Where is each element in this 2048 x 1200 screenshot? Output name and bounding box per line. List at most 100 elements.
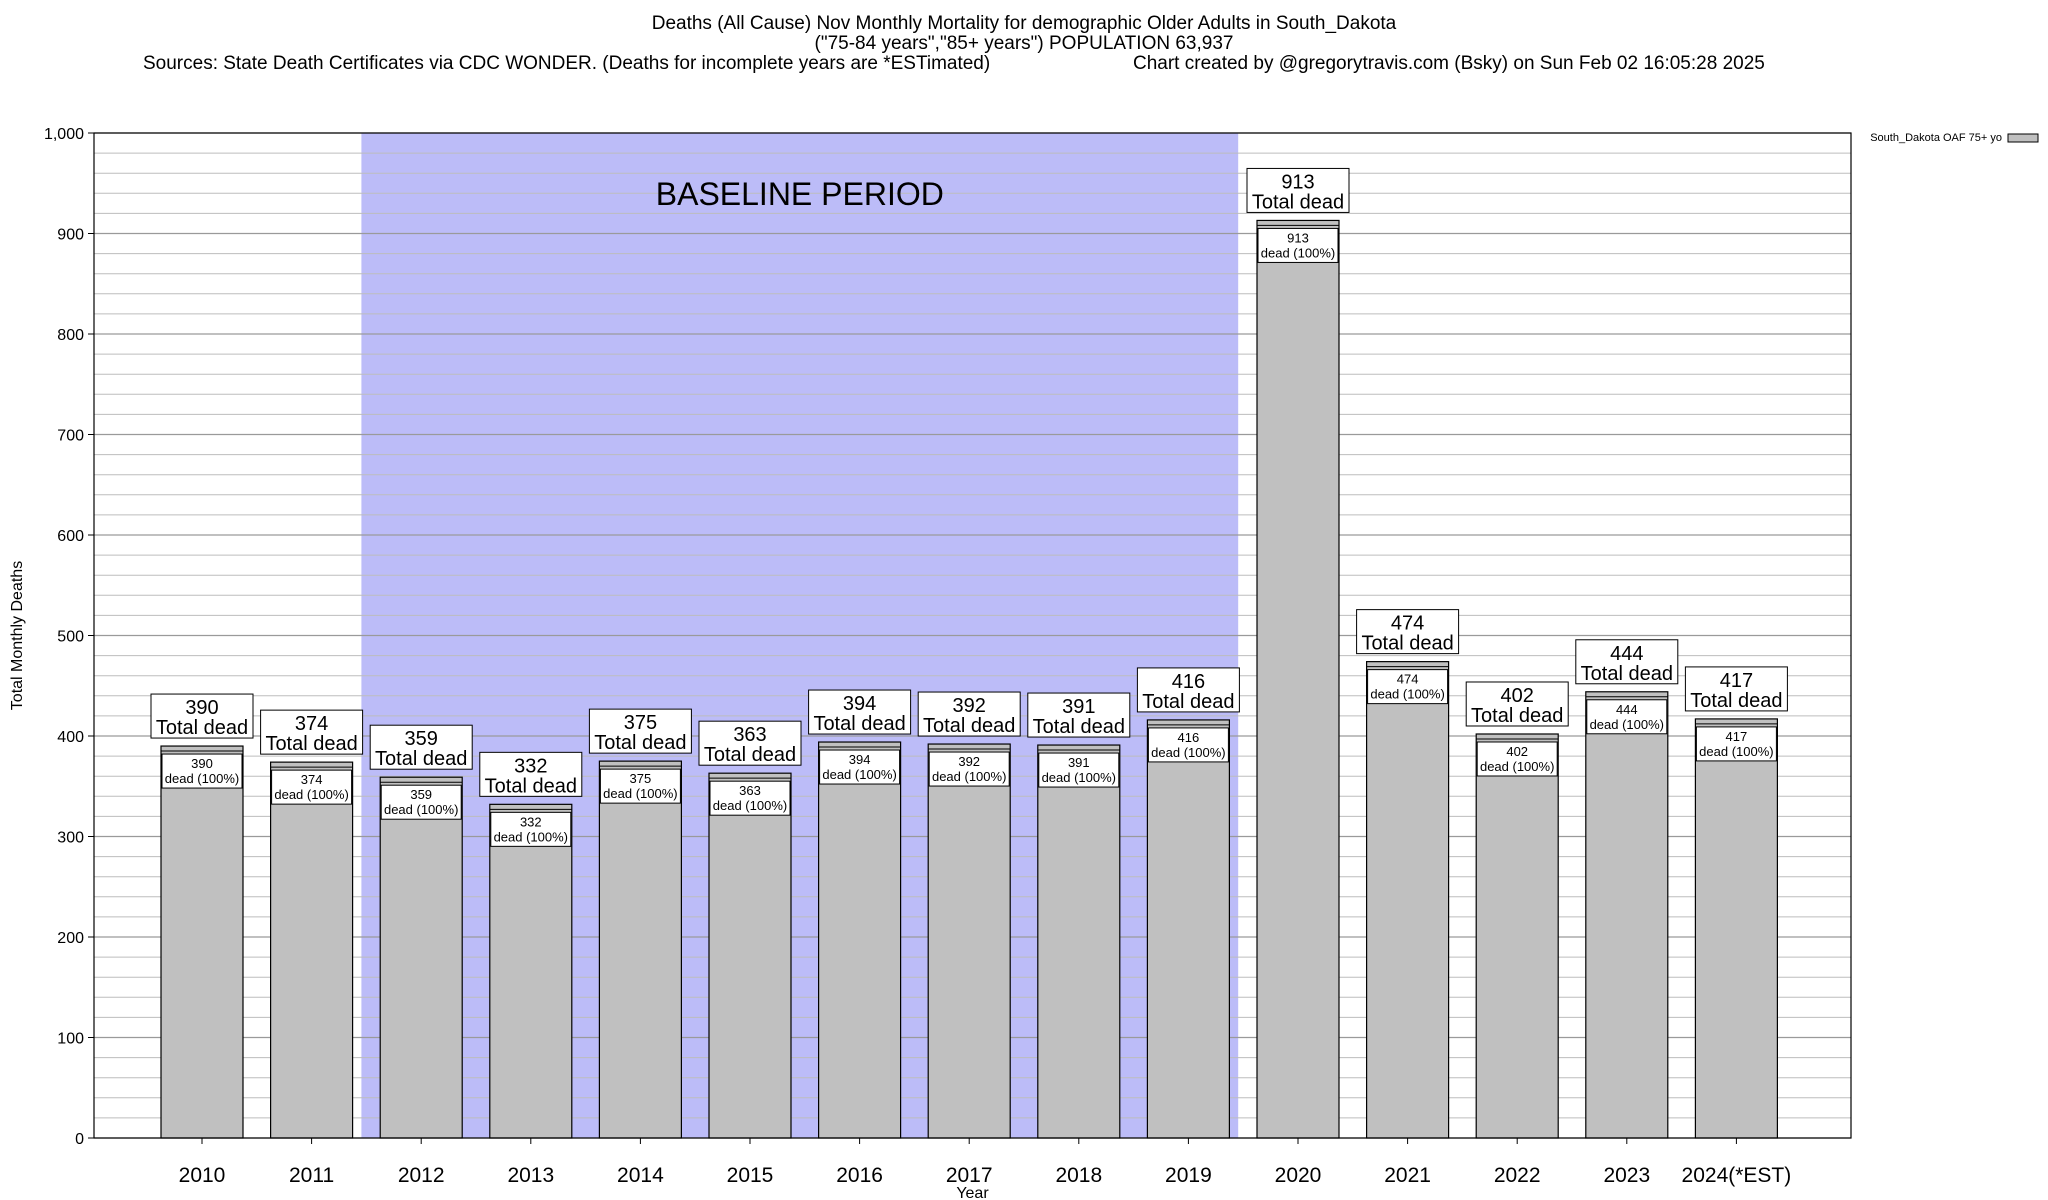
total-value-label: 474 — [1391, 613, 1424, 635]
chart-title: Deaths (All Cause) Nov Monthly Mortality… — [651, 13, 1397, 34]
total-label-box — [588, 708, 692, 754]
inner-value-label: 474 — [1397, 672, 1419, 687]
inner-value-label: 402 — [1506, 744, 1528, 759]
bar — [817, 741, 902, 1139]
inner-percent-label: dead (100%) — [1699, 744, 1773, 759]
total-dead-label: Total dead — [1142, 691, 1234, 713]
x-tick-label: 2011 — [289, 1164, 334, 1187]
total-dead-label: Total dead — [594, 732, 686, 754]
total-label-box — [150, 693, 254, 739]
x-tick-label: 2019 — [1165, 1164, 1212, 1187]
total-value-label: 391 — [1062, 696, 1095, 718]
total-dead-label: Total dead — [485, 775, 577, 797]
inner-percent-label: dead (100%) — [713, 798, 787, 813]
total-label-box — [1575, 639, 1679, 685]
inner-percent-label: dead (100%) — [1042, 770, 1116, 785]
total-value-label: 390 — [185, 697, 218, 719]
x-tick-label: 2016 — [836, 1164, 883, 1187]
total-label-box — [1356, 609, 1460, 655]
total-label-box — [1684, 666, 1788, 712]
total-value-label: 363 — [733, 724, 766, 746]
inner-value-label: 390 — [191, 756, 213, 771]
inner-percent-label: dead (100%) — [822, 767, 896, 782]
total-value-label: 394 — [843, 693, 876, 715]
legend-label: South_Dakota OAF 75+ yo — [1870, 132, 2002, 144]
inner-percent-label: dead (100%) — [165, 771, 239, 786]
total-label-box — [1465, 681, 1569, 727]
inner-value-label: 416 — [1178, 730, 1200, 745]
bar — [1037, 744, 1121, 1139]
sources-note: Sources: State Death Certificates via CD… — [143, 53, 991, 74]
inner-label-box — [1257, 227, 1339, 263]
total-dead-label: Total dead — [1471, 705, 1563, 727]
total-label-box — [260, 709, 364, 755]
legend-swatch — [2007, 133, 2039, 143]
inner-label-box — [271, 769, 353, 805]
total-dead-label: Total dead — [375, 748, 467, 770]
y-axis-title: Total Monthly Deaths — [9, 561, 26, 710]
total-label-box — [1136, 667, 1240, 713]
inner-label-box — [380, 784, 462, 820]
x-tick-label: 2015 — [727, 1164, 774, 1187]
inner-percent-label: dead (100%) — [603, 786, 677, 801]
bar — [270, 761, 354, 1139]
total-label-box — [1246, 167, 1350, 213]
inner-label-box — [1367, 669, 1449, 705]
inner-value-label: 363 — [739, 783, 761, 798]
total-value-label: 359 — [405, 728, 438, 750]
bar — [160, 745, 244, 1139]
inner-label-box — [1586, 699, 1668, 735]
total-value-label: 402 — [1501, 685, 1534, 707]
y-tick-label: 200 — [57, 930, 84, 947]
y-tick-label: 500 — [57, 629, 84, 646]
inner-label-box — [1147, 727, 1229, 763]
total-label-box — [369, 724, 473, 770]
bar — [489, 803, 573, 1139]
total-value-label: 417 — [1720, 670, 1753, 692]
total-value-label: 332 — [514, 755, 547, 777]
x-tick-label: 2023 — [1603, 1164, 1650, 1187]
inner-percent-label: dead (100%) — [274, 787, 348, 802]
bar — [1585, 691, 1669, 1139]
x-tick-label: 2010 — [179, 1164, 226, 1187]
total-dead-label: Total dead — [813, 713, 905, 735]
y-tick-label: 0 — [75, 1131, 84, 1148]
x-tick-label: 2018 — [1055, 1164, 1102, 1187]
inner-label-box — [819, 749, 901, 785]
credit-note: Chart created by @gregorytravis.com (Bsk… — [1133, 53, 1765, 74]
inner-value-label: 394 — [849, 752, 871, 767]
total-value-label: 416 — [1172, 671, 1205, 693]
total-value-label: 444 — [1610, 643, 1643, 665]
inner-value-label: 417 — [1726, 729, 1748, 744]
y-tick-label: 800 — [57, 327, 84, 344]
bar — [1475, 733, 1559, 1139]
x-tick-label: 2013 — [507, 1164, 554, 1187]
total-dead-label: Total dead — [156, 717, 248, 739]
y-tick-label: 300 — [57, 830, 84, 847]
bar — [927, 743, 1011, 1139]
total-label-box — [917, 691, 1021, 737]
total-dead-label: Total dead — [1252, 191, 1344, 213]
total-dead-label: Total dead — [1361, 633, 1453, 655]
bar — [1146, 719, 1231, 1139]
inner-label-box — [161, 753, 243, 789]
inner-value-label: 391 — [1068, 755, 1090, 770]
bar — [598, 760, 683, 1139]
inner-label-box — [1476, 741, 1558, 777]
y-tick-label: 100 — [57, 1031, 84, 1048]
total-value-label: 913 — [1281, 171, 1314, 193]
inner-label-box — [1038, 752, 1120, 788]
total-dead-label: Total dead — [265, 733, 357, 755]
bar — [379, 776, 463, 1139]
bar — [1256, 219, 1340, 1139]
inner-value-label: 332 — [520, 814, 542, 829]
y-tick-label: 400 — [57, 729, 84, 746]
total-value-label: 392 — [953, 695, 986, 717]
x-tick-label: 2022 — [1494, 1164, 1541, 1187]
inner-percent-label: dead (100%) — [1590, 717, 1664, 732]
total-label-box — [808, 689, 912, 735]
baseline-label: BASELINE PERIOD — [656, 176, 944, 212]
x-tick-label: 2014 — [617, 1164, 664, 1187]
inner-percent-label: dead (100%) — [1151, 745, 1225, 760]
total-value-label: 374 — [295, 713, 328, 735]
